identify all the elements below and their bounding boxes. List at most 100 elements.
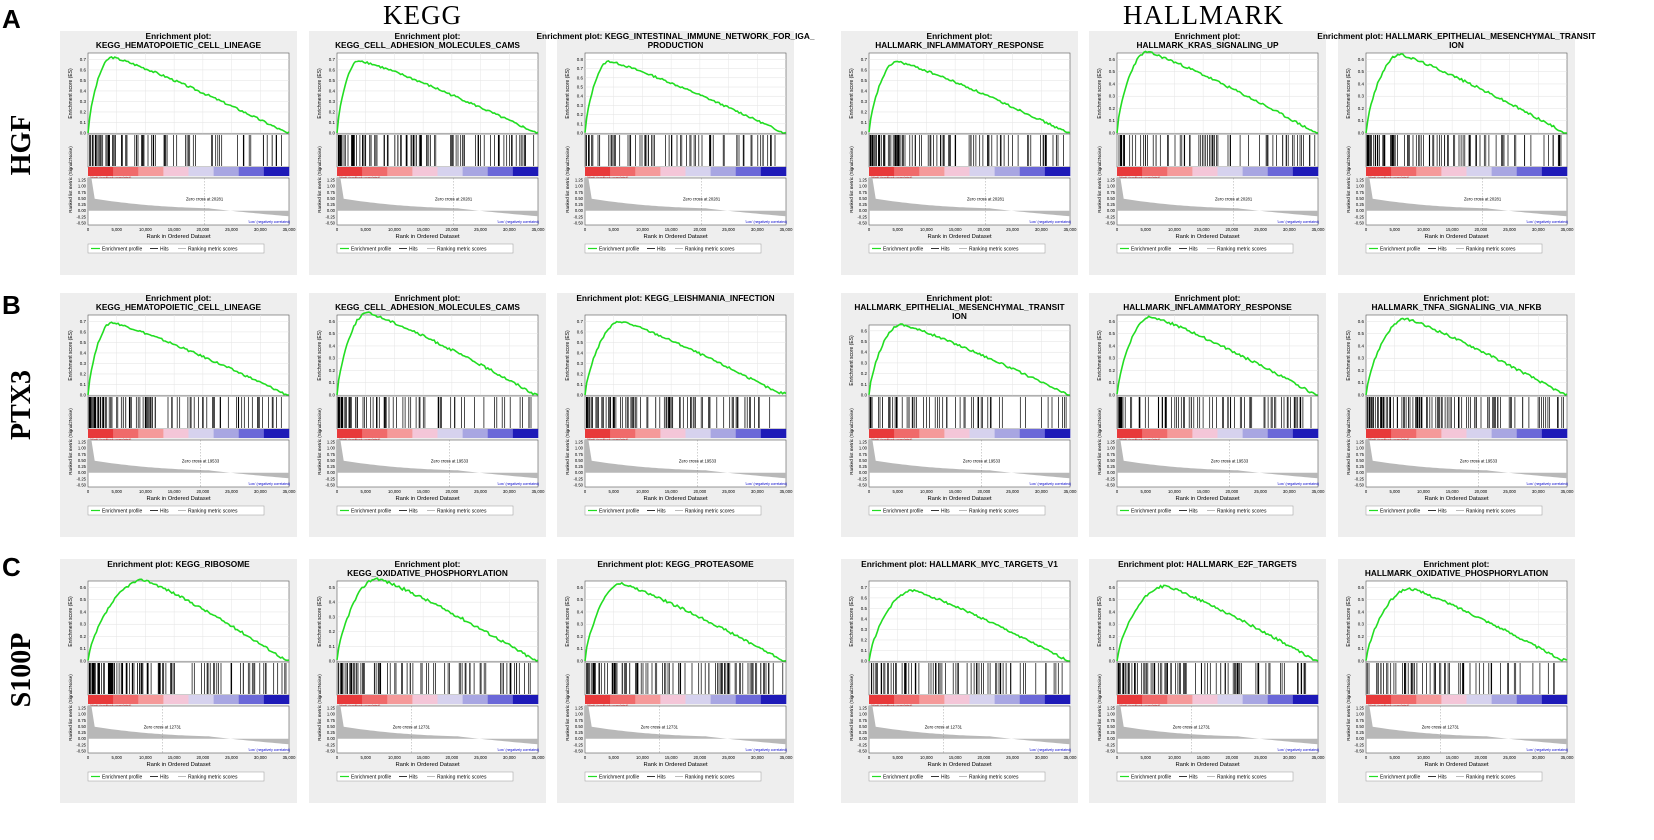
rank-color-segment [894, 695, 920, 704]
gsea-panel: Enrichment plot: KEGG_CELL_ADHESION_MOLEC… [309, 31, 546, 275]
panel-title: PRODUCTION [648, 40, 704, 50]
metric-tick-label: 0.25 [78, 730, 87, 735]
es-tick-label: 0.7 [861, 585, 868, 590]
legend-hits: Hits [1189, 508, 1198, 514]
es-tick-label: 0.7 [80, 57, 87, 62]
x-tick-label: 5,000 [1389, 755, 1400, 760]
zero-cross-label: Zero cross at 20281 [683, 197, 721, 202]
legend-box [868, 505, 1046, 516]
x-tick-label: 0 [868, 489, 871, 494]
x-tick-label: 30,000 [1035, 489, 1048, 494]
rank-color-segment [660, 695, 686, 704]
enrichment-profile-line [1116, 315, 1318, 396]
zero-cross-label: Zero cross at 19533 [963, 459, 1001, 464]
rank-color-segment [1366, 167, 1392, 176]
panel-title: Enrichment plot: [927, 293, 993, 303]
metric-tick-label: 1.00 [78, 712, 87, 717]
metric-tick-label: 1.25 [1107, 178, 1116, 183]
metric-tick-label: 0.00 [859, 208, 868, 213]
rank-color-segment [462, 429, 489, 438]
x-tick-label: 15,000 [168, 755, 181, 760]
metric-tick-label: 1.00 [327, 184, 336, 189]
legend-profile: Enrichment profile [883, 508, 924, 514]
rank-color-segment [1117, 695, 1143, 704]
es-tick-label: 0.3 [861, 627, 868, 632]
x-axis-label: Rank in Ordered Dataset [1175, 496, 1240, 502]
metric-tick-label: 1.25 [1356, 706, 1365, 711]
rank-color-segment [1391, 167, 1417, 176]
es-tick-label: 0.1 [577, 121, 584, 126]
legend-box [584, 771, 762, 782]
x-tick-label: 20,000 [1474, 489, 1487, 494]
x-tick-label: 10,000 [920, 227, 933, 232]
x-tick-label: 10,000 [139, 755, 152, 760]
metric-tick-label: 0.75 [575, 190, 584, 195]
rank-color-segment [138, 429, 164, 438]
panel-title: Enrichment plot: [395, 31, 461, 41]
panel-title: ION [952, 311, 967, 321]
es-plot-area [868, 580, 1071, 663]
x-tick-label: 30,000 [1035, 755, 1048, 760]
es-tick-label: 0.1 [1109, 380, 1116, 385]
rank-color-segment [238, 695, 265, 704]
metric-tick-label: 0.50 [78, 458, 87, 463]
es-tick-label: 0.2 [329, 368, 336, 373]
hit-marks [88, 397, 282, 428]
x-axis-label: Rank in Ordered Dataset [395, 762, 460, 768]
rank-color-segment [869, 695, 895, 704]
rank-color-segment [944, 429, 970, 438]
ranking-metric-area [1117, 706, 1318, 745]
es-ylabel: Enrichment score (ES) [317, 330, 323, 381]
x-tick-label: 35,000 [283, 489, 296, 494]
legend-metric: Ranking metric scores [1217, 774, 1267, 780]
rank-color-segment [163, 167, 189, 176]
metric-tick-label: 1.00 [1356, 446, 1365, 451]
legend-box [336, 505, 514, 516]
rank-color-segment [88, 429, 114, 438]
metric-ylabel: Ranked list metric (Signal2Noise) [565, 146, 570, 213]
x-tick-label: 10,000 [388, 755, 401, 760]
rank-color-segment [412, 695, 438, 704]
rank-color-segment [685, 695, 711, 704]
zero-cross-label: Zero cross at 19533 [679, 459, 717, 464]
legend-profile: Enrichment profile [102, 246, 143, 252]
rank-color-segment [1441, 695, 1467, 704]
es-tick-label: 0.0 [577, 131, 584, 136]
es-tick-label: 0.0 [80, 659, 87, 664]
hits-area [336, 395, 539, 430]
metric-tick-label: -0.25 [76, 476, 86, 481]
legend-hits: Hits [160, 508, 169, 514]
hit-marks [337, 397, 532, 428]
gsea-panel: Enrichment plot: HALLMARK_MYC_TARGETS_V1… [841, 559, 1078, 803]
es-plot-area [336, 314, 539, 397]
es-tick-label: 0.0 [80, 393, 87, 398]
x-tick-label: 0 [1365, 755, 1368, 760]
rank-color-segment [869, 167, 895, 176]
x-tick-label: 25,000 [1006, 227, 1019, 232]
rank-color-segment [1019, 429, 1046, 438]
x-tick-label: 30,000 [1283, 227, 1296, 232]
metric-ylabel: Ranked list metric (Signal2Noise) [317, 408, 322, 475]
es-tick-label: 0.8 [577, 57, 584, 62]
x-axis-label: Rank in Ordered Dataset [395, 234, 460, 240]
es-tick-label: 0.5 [861, 606, 868, 611]
x-tick-label: 35,000 [1312, 227, 1325, 232]
rank-color-segment [1541, 695, 1568, 704]
legend-box [1365, 243, 1543, 254]
x-tick-label: 15,000 [949, 755, 962, 760]
x-tick-label: 35,000 [532, 489, 545, 494]
metric-tick-label: -0.50 [76, 221, 86, 226]
legend-profile: Enrichment profile [1131, 246, 1172, 252]
x-tick-label: 0 [868, 227, 871, 232]
metric-ylabel: Ranked list metric (Signal2Noise) [849, 146, 854, 213]
enrichment-profile-line [868, 60, 1071, 134]
metric-plot-area [584, 177, 787, 226]
zero-cross-label: Zero cross at 20281 [435, 197, 473, 202]
panel-title: Enrichment plot: KEGG_LEISHMANIA_INFECTI… [576, 293, 774, 303]
metric-tick-label: 0.75 [1356, 190, 1365, 195]
gsea-chart: Enrichment plot:HALLMARK_KRAS_SIGNALING_… [1089, 31, 1326, 275]
legend-metric: Ranking metric scores [1466, 774, 1516, 780]
es-tick-label: 0.4 [1358, 81, 1365, 86]
x-tick-label: 30,000 [503, 227, 516, 232]
es-ylabel: Enrichment score (ES) [317, 68, 323, 119]
